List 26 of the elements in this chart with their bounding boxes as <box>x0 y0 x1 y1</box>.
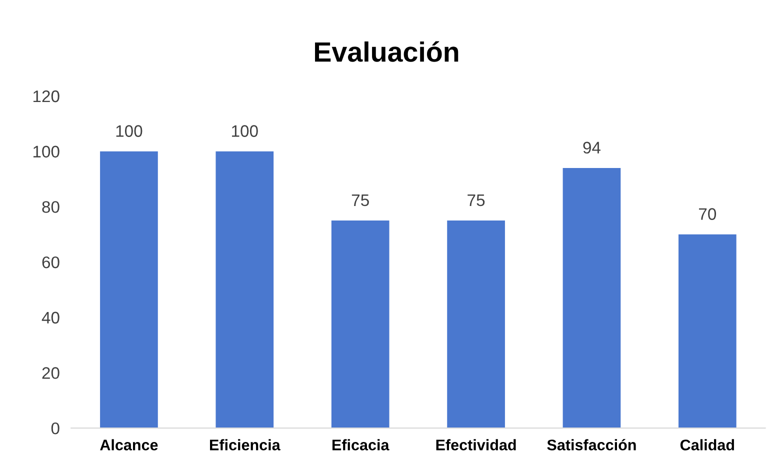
y-tick-label: 60 <box>42 256 60 268</box>
bar <box>216 151 274 428</box>
data-label: 94 <box>583 142 601 154</box>
x-tick-label: Efectividad <box>436 439 516 450</box>
x-tick-label: Eficacia <box>332 439 390 450</box>
y-tick-label: 40 <box>42 312 60 324</box>
x-tick-label: Alcance <box>100 439 158 450</box>
y-tick-label: 20 <box>42 367 60 379</box>
data-label: 70 <box>699 208 716 220</box>
data-label: 75 <box>352 194 369 206</box>
y-tick-label: 80 <box>42 201 60 213</box>
bar <box>100 151 158 428</box>
bar <box>678 234 736 428</box>
bar <box>447 220 505 428</box>
bar <box>562 168 621 428</box>
bar <box>331 220 390 428</box>
data-label: 75 <box>468 194 485 206</box>
x-tick-label: Satisfacción <box>547 439 636 450</box>
x-tick-label: Calidad <box>680 439 734 450</box>
chart-title: Evaluación <box>315 41 458 62</box>
data-label: 100 <box>116 125 142 137</box>
data-label: 100 <box>232 125 258 137</box>
y-tick-label: 0 <box>51 422 60 434</box>
y-tick-label: 120 <box>33 90 60 102</box>
y-tick-label: 100 <box>33 146 60 158</box>
x-tick-label: Eficiencia <box>210 439 280 450</box>
